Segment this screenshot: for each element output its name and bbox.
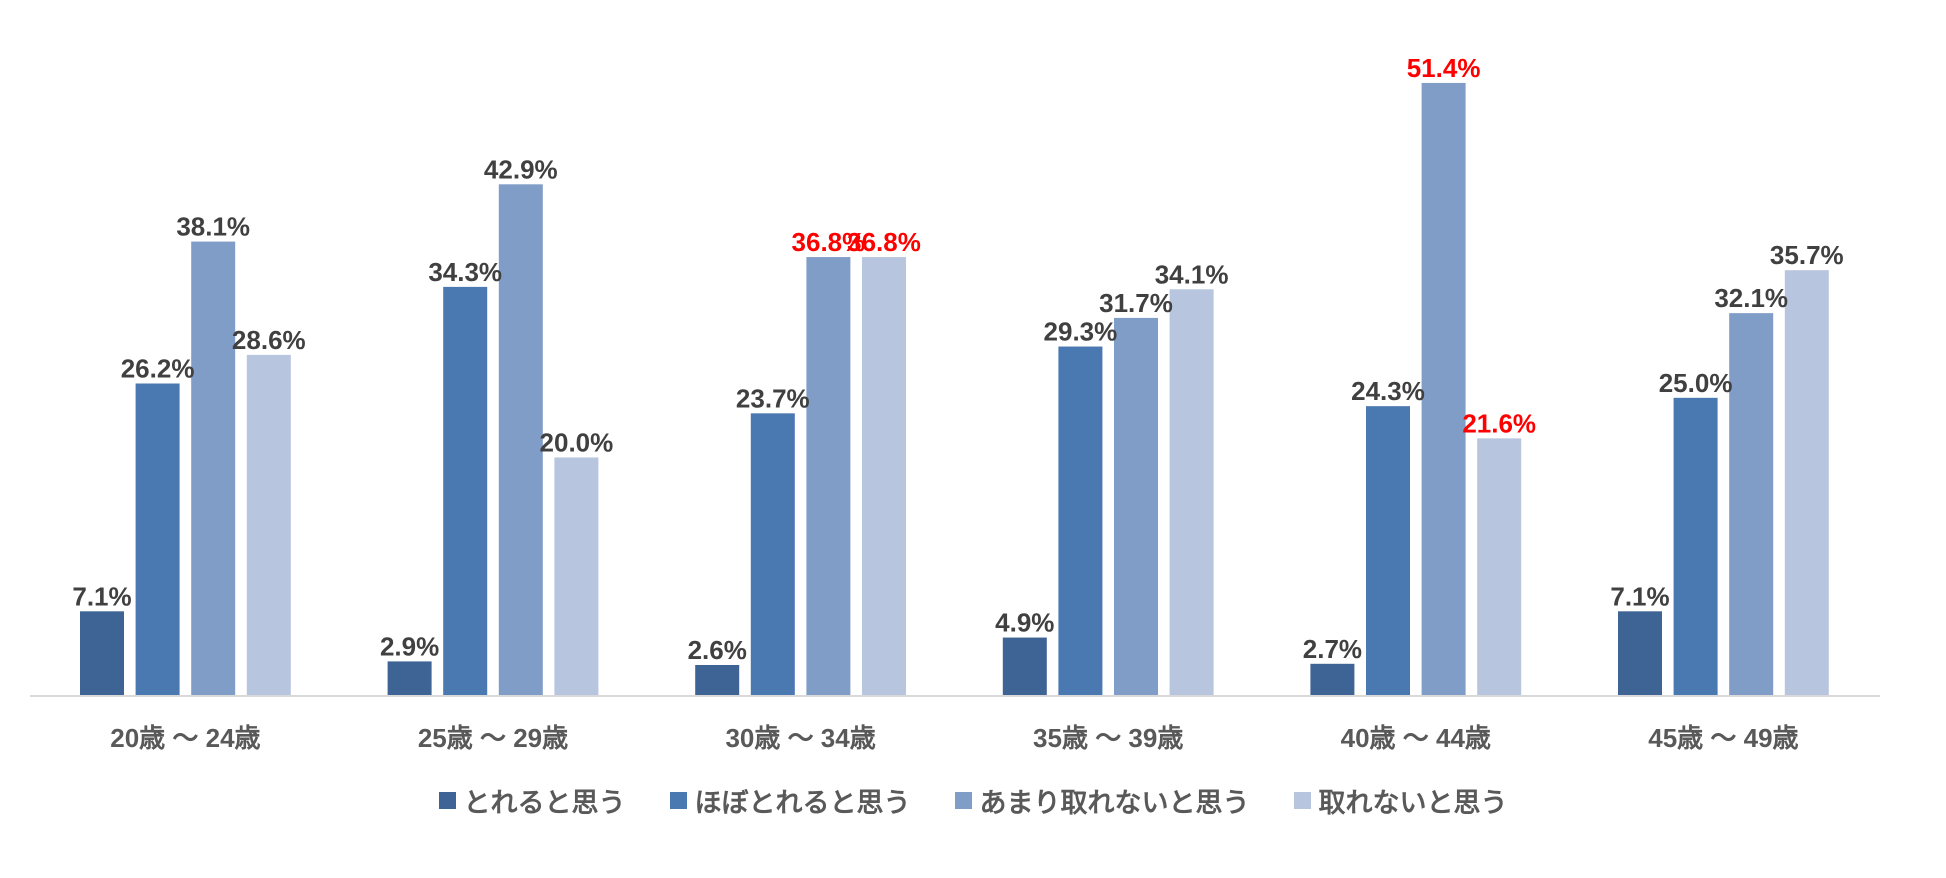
- legend: とれると思う ほぼとれると思う あまり取れないと思う 取れないと思う: [0, 780, 1946, 820]
- category-label-5: 45歳 〜 49歳: [1648, 723, 1798, 753]
- data-labels-layer: 7.1% 26.2% 38.1% 28.6% 2.9% 34.3% 42.9% 20.0% 2.…: [72, 53, 1843, 665]
- data-label-s3-c3: 34.1%: [1155, 259, 1229, 289]
- data-label-s0-c1: 2.9%: [380, 631, 439, 661]
- category-label-2: 30歳 〜 34歳: [725, 723, 875, 753]
- legend-label-2: あまり取れないと思う: [979, 787, 1250, 818]
- bar-s1-c2: [750, 413, 795, 696]
- legend-label-1: ほぼとれると思う: [694, 787, 911, 818]
- data-label-s0-c3: 4.9%: [995, 608, 1054, 638]
- data-label-s3-c2: 36.8%: [847, 227, 921, 257]
- bar-s3-c0: [246, 354, 291, 696]
- data-label-s2-c3: 31.7%: [1099, 288, 1173, 318]
- data-label-s1-c1: 34.3%: [428, 257, 502, 287]
- data-label-s2-c0: 38.1%: [176, 212, 250, 242]
- legend-swatch-3: [1293, 791, 1311, 809]
- category-label-1: 25歳 〜 29歳: [418, 723, 568, 753]
- legend-label-0: とれると思う: [463, 787, 626, 818]
- bar-s0-c0: [80, 611, 124, 696]
- data-label-s1-c3: 29.3%: [1044, 317, 1118, 347]
- data-label-s0-c4: 2.7%: [1303, 634, 1362, 664]
- bar-s2-c3: [1114, 317, 1158, 696]
- data-label-s2-c4: 51.4%: [1407, 53, 1481, 83]
- bar-s1-c5: [1673, 397, 1718, 696]
- bars-layer: [80, 82, 1829, 697]
- category-label-0: 20歳 〜 24歳: [110, 723, 260, 753]
- legend-item-2: あまり取れないと思う: [954, 781, 1250, 820]
- bar-s1-c0: [135, 383, 180, 696]
- bar-s3-c2: [862, 257, 906, 696]
- bar-s1-c3: [1058, 346, 1103, 696]
- bar-s2-c0: [191, 241, 236, 696]
- data-label-s1-c5: 25.0%: [1659, 368, 1733, 398]
- bar-s1-c4: [1366, 406, 1410, 696]
- bar-s3-c3: [1169, 289, 1214, 696]
- legend-label-3: 取れないと思う: [1318, 787, 1508, 818]
- bar-s0-c3: [1002, 637, 1047, 696]
- legend-swatch-2: [954, 791, 972, 809]
- category-label-3: 35歳 〜 39歳: [1033, 723, 1183, 753]
- legend-item-3: 取れないと思う: [1293, 781, 1508, 820]
- data-label-s3-c5: 35.7%: [1770, 240, 1844, 270]
- data-label-s1-c4: 24.3%: [1351, 376, 1425, 406]
- data-label-s0-c0: 7.1%: [72, 581, 131, 611]
- data-label-s0-c2: 2.6%: [688, 635, 747, 665]
- data-label-s2-c1: 42.9%: [484, 154, 558, 184]
- bar-s1-c1: [443, 286, 488, 696]
- legend-swatch-0: [438, 791, 456, 809]
- category-label-4: 40歳 〜 44歳: [1341, 723, 1491, 753]
- legend-item-1: ほぼとれると思う: [669, 781, 911, 820]
- bar-s3-c5: [1784, 270, 1829, 696]
- bar-s2-c2: [806, 257, 851, 696]
- data-label-s3-c4: 21.6%: [1462, 408, 1536, 438]
- bar-s2-c5: [1729, 313, 1774, 696]
- data-label-s1-c0: 26.2%: [121, 354, 195, 384]
- bar-s2-c1: [498, 184, 543, 696]
- legend-item-0: とれると思う: [438, 781, 626, 820]
- bar-s3-c1: [554, 457, 599, 696]
- bar-s0-c2: [695, 664, 740, 696]
- data-label-s2-c5: 32.1%: [1714, 283, 1788, 313]
- bar-chart: 7.1% 26.2% 38.1% 28.6% 2.9% 34.3% 42.9% 20.0% 2.…: [30, 53, 1880, 753]
- data-label-s1-c2: 23.7%: [736, 383, 810, 413]
- data-label-s0-c5: 7.1%: [1610, 581, 1669, 611]
- bar-s0-c5: [1618, 611, 1662, 696]
- data-label-s3-c0: 28.6%: [232, 325, 306, 355]
- bar-s0-c4: [1310, 663, 1355, 696]
- bar-s2-c4: [1421, 82, 1466, 697]
- data-label-s2-c2: 36.8%: [792, 227, 866, 257]
- bar-s0-c1: [387, 661, 432, 696]
- category-labels-layer: 20歳 〜 24歳 25歳 〜 29歳 30歳 〜 34歳 35歳 〜 39歳 40歳 …: [110, 723, 1798, 753]
- bar-s3-c4: [1477, 438, 1522, 696]
- legend-swatch-1: [669, 791, 687, 809]
- data-label-s3-c1: 20.0%: [540, 427, 614, 457]
